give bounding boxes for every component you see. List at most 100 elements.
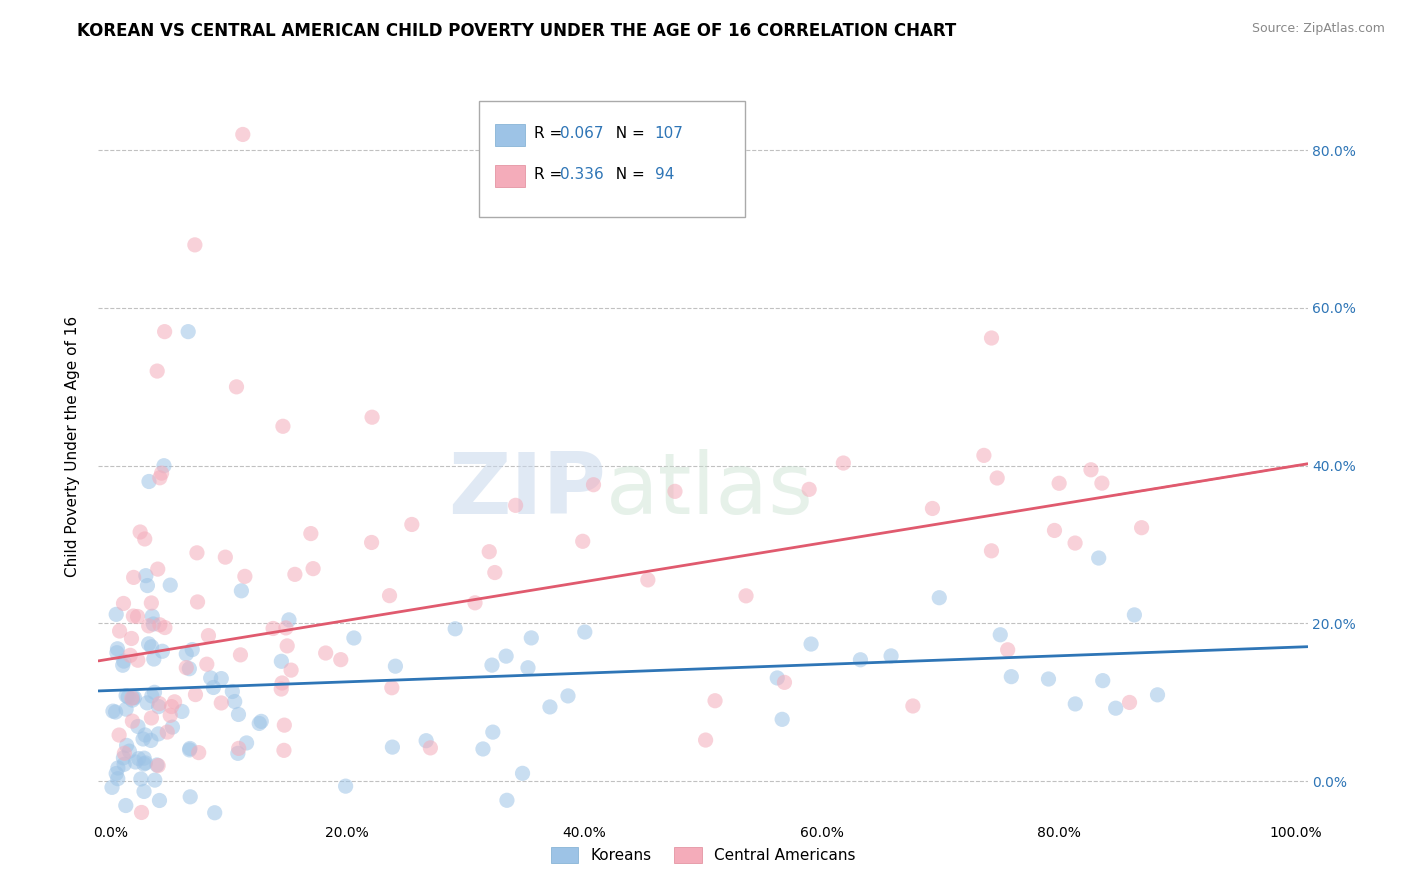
Point — [181, 642, 204, 657]
Point — [163, 695, 186, 709]
Point — [637, 573, 659, 587]
Point — [124, 690, 146, 705]
Point — [117, 690, 139, 704]
Point — [132, 784, 155, 798]
Point — [104, 705, 127, 719]
Point — [184, 688, 207, 702]
Point — [153, 325, 176, 339]
Point — [538, 700, 561, 714]
Point — [141, 596, 163, 610]
Point — [197, 629, 219, 643]
Point — [101, 704, 124, 718]
Point — [105, 607, 128, 622]
Text: atlas: atlas — [606, 450, 814, 533]
Point — [146, 758, 169, 772]
Point — [980, 331, 1002, 345]
Point — [121, 632, 143, 646]
Point — [381, 740, 404, 755]
Point — [496, 793, 519, 807]
Point — [187, 746, 209, 760]
Point — [134, 751, 156, 765]
Point — [111, 658, 134, 673]
Point — [343, 631, 366, 645]
Point — [1047, 476, 1070, 491]
Point — [148, 699, 170, 714]
Point — [129, 524, 152, 539]
Point — [329, 653, 352, 667]
Point — [495, 649, 517, 664]
Point — [174, 660, 197, 674]
Point — [153, 621, 176, 635]
Point — [121, 714, 143, 728]
Text: Source: ZipAtlas.com: Source: ZipAtlas.com — [1251, 22, 1385, 36]
Point — [122, 609, 145, 624]
Point — [153, 458, 176, 473]
Point — [582, 477, 605, 491]
Point — [112, 746, 135, 760]
Point — [118, 744, 141, 758]
FancyBboxPatch shape — [479, 102, 745, 218]
Point — [1091, 673, 1114, 688]
Point — [176, 647, 198, 661]
Point — [228, 707, 250, 722]
Point — [186, 595, 208, 609]
Point — [797, 483, 820, 497]
Point — [134, 756, 156, 770]
Point — [115, 702, 138, 716]
Point — [122, 570, 145, 584]
Point — [120, 648, 142, 663]
Point — [148, 793, 170, 807]
Point — [150, 466, 173, 480]
Point — [112, 597, 135, 611]
Point — [221, 684, 243, 698]
Point — [273, 743, 295, 757]
Point — [735, 589, 758, 603]
Text: ZIP: ZIP — [449, 450, 606, 533]
Point — [177, 325, 200, 339]
Text: N =: N = — [606, 126, 650, 141]
Point — [271, 676, 294, 690]
Point — [980, 544, 1002, 558]
Point — [278, 613, 301, 627]
Point — [135, 568, 157, 582]
Point — [444, 622, 467, 636]
Point — [179, 743, 201, 757]
Point — [384, 659, 406, 673]
Point — [224, 694, 246, 708]
Point — [127, 653, 149, 667]
Point — [200, 671, 222, 685]
Point — [121, 693, 143, 707]
Point — [225, 380, 247, 394]
Text: 107: 107 — [655, 126, 683, 141]
Point — [1130, 521, 1153, 535]
Point — [988, 628, 1011, 642]
Point — [360, 535, 382, 549]
Point — [880, 648, 903, 663]
Point — [986, 471, 1008, 485]
Text: 94: 94 — [655, 168, 673, 182]
Point — [107, 772, 129, 786]
Point — [160, 699, 183, 714]
Point — [209, 696, 232, 710]
Point — [228, 741, 250, 756]
Point — [482, 725, 505, 739]
Point — [148, 697, 170, 711]
Point — [299, 526, 322, 541]
Point — [335, 779, 357, 793]
Point — [156, 725, 179, 739]
Point — [571, 534, 593, 549]
Point — [136, 578, 159, 592]
Point — [1043, 524, 1066, 538]
Point — [378, 589, 401, 603]
Point — [121, 690, 143, 705]
Point — [832, 456, 855, 470]
Point — [484, 566, 506, 580]
Point — [401, 517, 423, 532]
Point — [921, 501, 943, 516]
Point — [138, 637, 160, 651]
Y-axis label: Child Poverty Under the Age of 16: Child Poverty Under the Age of 16 — [65, 316, 80, 576]
Point — [115, 739, 138, 753]
Legend: Koreans, Central Americans: Koreans, Central Americans — [544, 841, 862, 869]
Point — [381, 681, 404, 695]
Point — [472, 742, 495, 756]
